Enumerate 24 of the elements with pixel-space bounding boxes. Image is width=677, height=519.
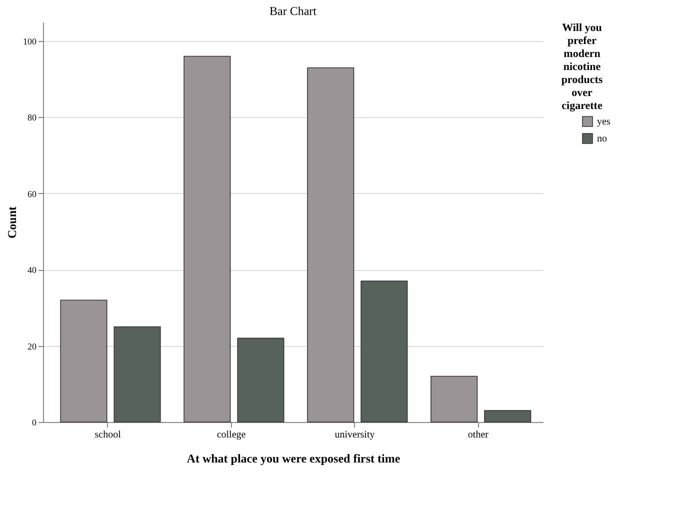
y-tick-label: 40 [28,265,37,276]
bar [360,280,408,422]
y-tick-label: 20 [28,341,37,352]
bar [60,300,108,422]
y-tick-label: 60 [28,188,37,199]
bar [114,326,161,422]
legend-label: no [597,134,607,144]
legend-title: Will you prefer modern nicotine products over cigarette [561,22,604,112]
bar [307,67,354,422]
bar [484,410,532,422]
bar [430,376,478,422]
legend-label: yes [597,116,610,128]
x-tick-label: university [334,430,375,440]
x-axis-title: At what place you were exposed first time [186,452,401,466]
x-tick-label: college [216,430,246,440]
bar [184,56,231,422]
y-tick-label: 80 [28,112,37,123]
y-tick-label: 100 [23,36,37,47]
x-tick-label: school [94,430,122,440]
y-axis-title: Count [5,206,19,239]
y-tick-label: 0 [32,418,37,428]
x-tick-label: other [468,430,490,440]
bar [237,338,284,422]
chart-title: Bar Chart [270,4,318,18]
